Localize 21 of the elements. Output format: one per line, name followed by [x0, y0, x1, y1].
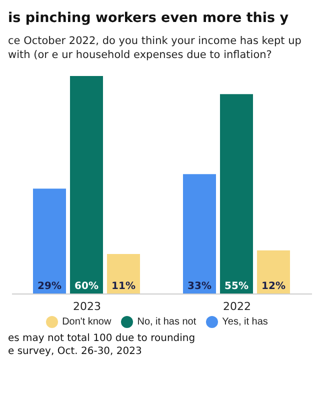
- data-label: 33%: [188, 281, 212, 292]
- chart-title: is pinching workers even more this y: [8, 9, 290, 28]
- legend-label: No, it has not: [137, 316, 196, 328]
- x-tick-label: 2023: [73, 300, 101, 313]
- legend-label: Don't know: [62, 316, 112, 328]
- bar: [183, 174, 216, 294]
- x-tick-label: 2022: [223, 300, 251, 313]
- bar: [220, 94, 253, 294]
- bar: [33, 188, 66, 294]
- bar: [257, 250, 290, 294]
- data-label: 11%: [112, 281, 136, 292]
- data-label: 55%: [224, 281, 248, 292]
- data-label: 29%: [38, 281, 62, 292]
- text: e survey, Oct. 26-30, 2023: [8, 345, 143, 358]
- text: es may not total 100 due to rounding: [8, 332, 196, 345]
- legend-label: Yes, it has: [222, 316, 268, 328]
- bar: [107, 254, 140, 294]
- bar: [70, 76, 103, 294]
- data-label: 12%: [262, 281, 286, 292]
- data-label: 60%: [74, 281, 98, 292]
- chart-subtitle: ce October 2022, do you think your income has kept up with (or e ur household expenses due to inflation?: [8, 34, 302, 62]
